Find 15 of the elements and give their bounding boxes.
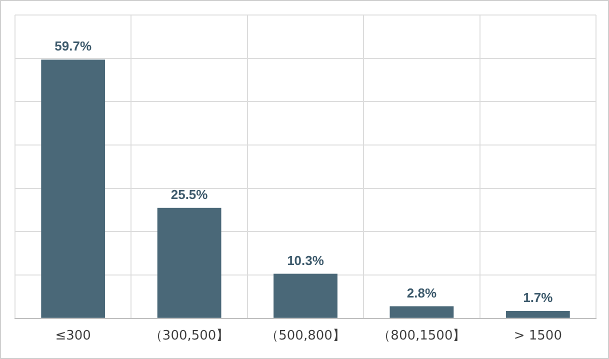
- x-tick-label: （500,800】: [266, 328, 346, 344]
- bar: [274, 274, 338, 318]
- data-label: 10.3%: [287, 252, 324, 268]
- data-label: 1.7%: [523, 290, 554, 306]
- bar: [41, 60, 106, 318]
- x-tick-label: ≤300: [55, 328, 91, 344]
- bar: [506, 311, 570, 318]
- x-tick-label: > 1500: [514, 328, 562, 344]
- x-tick-label: （300,500】: [149, 328, 230, 344]
- bar: [157, 208, 222, 318]
- x-tick-label: （800,1500】: [378, 328, 466, 344]
- data-label: 59.7%: [54, 38, 92, 54]
- data-label: 25.5%: [170, 186, 208, 202]
- bar: [390, 306, 454, 318]
- data-label: 2.8%: [406, 285, 437, 300]
